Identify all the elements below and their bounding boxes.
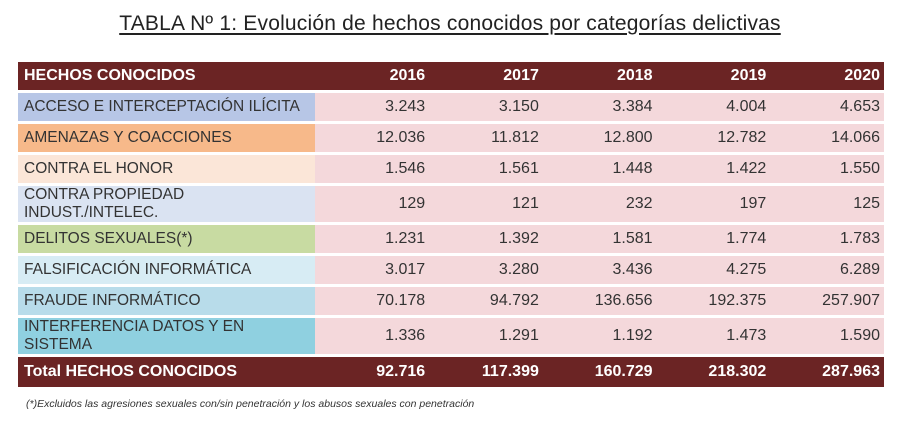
row-value: 14.066: [770, 124, 884, 152]
row-value: 3.243: [315, 93, 430, 121]
row-value: 1.192: [542, 318, 657, 354]
row-value: 12.782: [656, 124, 771, 152]
footnote: (*)Excluidos las agresiones sexuales con…: [26, 398, 475, 410]
header-category: HECHOS CONOCIDOS: [18, 62, 316, 90]
table-row: ACCESO E INTERCEPTACIÓN ILÍCITA 3.243 3.…: [18, 93, 884, 121]
table-row: CONTRA EL HONOR 1.546 1.561 1.448 1.422 …: [18, 155, 884, 183]
row-label: FRAUDE INFORMÁTICO: [18, 287, 316, 315]
total-value: 117.399: [429, 357, 543, 387]
row-value: 1.774: [656, 225, 771, 253]
table-title: TABLA Nº 1: Evolución de hechos conocido…: [119, 12, 781, 35]
header-year: 2018: [542, 62, 657, 90]
row-value: 121: [429, 186, 543, 222]
total-value: 92.716: [315, 357, 430, 387]
row-label: AMENAZAS Y COACCIONES: [18, 124, 316, 152]
table-row: FRAUDE INFORMÁTICO 70.178 94.792 136.656…: [18, 287, 884, 315]
row-value: 192.375: [656, 287, 771, 315]
table-row: FALSIFICACIÓN INFORMÁTICA 3.017 3.280 3.…: [18, 256, 884, 284]
row-value: 3.384: [542, 93, 657, 121]
row-value: 12.800: [542, 124, 657, 152]
total-value: 287.963: [770, 357, 884, 387]
row-value: 1.336: [315, 318, 430, 354]
row-value: 4.004: [656, 93, 771, 121]
row-value: 12.036: [315, 124, 430, 152]
row-value: 197: [656, 186, 771, 222]
row-value: 4.653: [770, 93, 884, 121]
header-year: 2019: [656, 62, 771, 90]
row-value: 257.907: [770, 287, 884, 315]
row-value: 4.275: [656, 256, 771, 284]
total-row: Total HECHOS CONOCIDOS 92.716 117.399 16…: [18, 357, 884, 387]
total-label: Total HECHOS CONOCIDOS: [18, 357, 316, 387]
row-value: 1.422: [656, 155, 771, 183]
row-value: 1.561: [429, 155, 543, 183]
header-year: 2020: [770, 62, 884, 90]
row-value: 129: [315, 186, 430, 222]
row-label: FALSIFICACIÓN INFORMÁTICA: [18, 256, 316, 284]
row-label: CONTRA PROPIEDAD INDUST./INTELEC.: [18, 186, 316, 222]
table-row: DELITOS SEXUALES(*) 1.231 1.392 1.581 1.…: [18, 225, 884, 253]
row-label: CONTRA EL HONOR: [18, 155, 316, 183]
row-value: 1.448: [542, 155, 657, 183]
table-row: CONTRA PROPIEDAD INDUST./INTELEC. 129 12…: [18, 186, 884, 222]
row-value: 1.291: [429, 318, 543, 354]
row-label: INTERFERENCIA DATOS Y EN SISTEMA: [18, 318, 316, 354]
row-value: 1.392: [429, 225, 543, 253]
total-value: 160.729: [542, 357, 657, 387]
row-value: 3.017: [315, 256, 430, 284]
row-label: ACCESO E INTERCEPTACIÓN ILÍCITA: [18, 93, 316, 121]
header-row: HECHOS CONOCIDOS 2016 2017 2018 2019 202…: [18, 62, 884, 90]
row-value: 1.231: [315, 225, 430, 253]
row-value: 3.436: [542, 256, 657, 284]
row-value: 1.783: [770, 225, 884, 253]
row-value: 94.792: [429, 287, 543, 315]
row-value: 1.473: [656, 318, 771, 354]
table-row: AMENAZAS Y COACCIONES 12.036 11.812 12.8…: [18, 124, 884, 152]
row-value: 125: [770, 186, 884, 222]
row-value: 1.581: [542, 225, 657, 253]
row-value: 136.656: [542, 287, 657, 315]
row-value: 11.812: [429, 124, 543, 152]
row-value: 70.178: [315, 287, 430, 315]
row-value: 232: [542, 186, 657, 222]
table-row: INTERFERENCIA DATOS Y EN SISTEMA 1.336 1…: [18, 318, 884, 354]
header-year: 2017: [429, 62, 543, 90]
total-value: 218.302: [656, 357, 771, 387]
row-value: 3.280: [429, 256, 543, 284]
row-label: DELITOS SEXUALES(*): [18, 225, 316, 253]
row-value: 1.590: [770, 318, 884, 354]
row-value: 1.546: [315, 155, 430, 183]
row-value: 6.289: [770, 256, 884, 284]
row-value: 3.150: [429, 93, 543, 121]
row-value: 1.550: [770, 155, 884, 183]
crime-table: HECHOS CONOCIDOS 2016 2017 2018 2019 202…: [18, 59, 884, 390]
header-year: 2016: [315, 62, 430, 90]
